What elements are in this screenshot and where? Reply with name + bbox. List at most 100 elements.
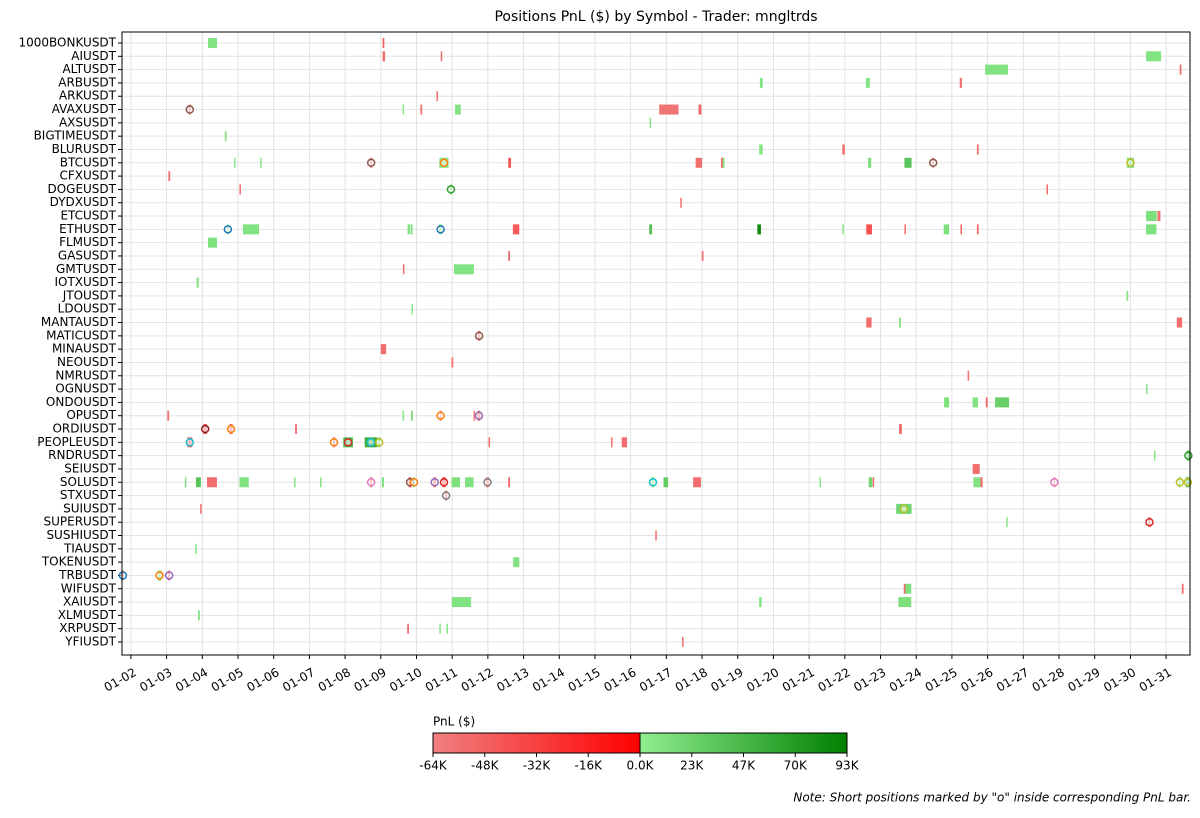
pnl-bar xyxy=(410,224,413,235)
pnl-bar xyxy=(411,304,413,315)
y-tick-label: SUIUSDT xyxy=(63,501,117,515)
colorbar-tick-label: 23K xyxy=(680,759,704,773)
x-tick-label: 01-30 xyxy=(1101,665,1138,695)
x-tick-label: 01-07 xyxy=(280,665,317,695)
pnl-bar xyxy=(976,224,979,235)
pnl-bar xyxy=(899,317,901,328)
pnl-bar xyxy=(980,477,983,488)
y-tick-label: XLMUSDT xyxy=(58,608,117,622)
pnl-bar xyxy=(972,397,978,408)
short-marker xyxy=(118,571,128,580)
short-marker xyxy=(439,478,449,487)
x-tick-label: 01-24 xyxy=(887,665,924,695)
short-marker xyxy=(329,438,339,447)
pnl-bar xyxy=(1157,211,1161,222)
pnl-bar xyxy=(451,357,454,368)
pnl-bar xyxy=(720,157,723,168)
pnl-bar xyxy=(621,437,628,448)
short-marker xyxy=(223,225,233,234)
y-tick-label: MINAUSDT xyxy=(52,342,117,356)
pnl-bar xyxy=(819,477,821,488)
pnl-bar xyxy=(234,157,236,168)
y-tick-label: ALTUSDT xyxy=(62,62,116,76)
colorbar-tick-label: 93K xyxy=(835,759,859,773)
pnl-bar xyxy=(649,117,652,128)
pnl-bar xyxy=(1146,211,1157,222)
colorbar-label: PnL ($) xyxy=(433,715,475,729)
x-tick-label: 01-10 xyxy=(387,665,424,695)
pnl-bar xyxy=(402,410,405,421)
pnl-bar xyxy=(451,597,472,608)
pnl-bar xyxy=(1126,290,1129,301)
pnl-bar xyxy=(1146,51,1162,62)
pnl-bar xyxy=(508,157,512,168)
x-tick-label: 01-28 xyxy=(1030,665,1067,695)
y-tick-label: RNDRUSDT xyxy=(48,448,117,462)
pnl-bar xyxy=(872,477,875,488)
short-marker xyxy=(1184,451,1193,460)
y-tick-label: IOTXUSDT xyxy=(54,275,116,289)
pnl-bar xyxy=(663,477,669,488)
x-tick-label: 01-22 xyxy=(816,665,853,695)
short-marker xyxy=(366,158,376,168)
pnl-bar xyxy=(407,224,411,235)
pnl-bar xyxy=(167,410,170,421)
pnl-bar xyxy=(411,410,413,421)
short-marker xyxy=(446,185,456,194)
pnl-bar xyxy=(866,317,872,328)
y-tick-label: GMTUSDT xyxy=(56,262,117,276)
y-tick-label: SUSHIUSDT xyxy=(46,528,116,542)
pnl-bar xyxy=(759,77,763,88)
pnl-bar xyxy=(682,637,684,647)
colorbar-positive xyxy=(640,733,847,753)
colorbar-tick-label: 0.0K xyxy=(627,759,655,773)
pnl-bar xyxy=(680,197,682,208)
pnl-bar xyxy=(243,224,260,235)
short-marker xyxy=(928,158,938,168)
pnl-bar xyxy=(611,437,613,448)
pnl-bar xyxy=(195,477,201,488)
pnl-bar xyxy=(904,157,912,168)
pnl-bar xyxy=(294,477,296,488)
y-tick-label: JTOUSDT xyxy=(62,288,117,302)
y-tick-label: OGNUSDT xyxy=(55,382,116,396)
short-marker xyxy=(439,158,449,168)
x-tick-label: 01-25 xyxy=(923,665,960,695)
x-tick-label: 01-31 xyxy=(1137,665,1174,695)
colorbar-tick-label: -64K xyxy=(419,759,448,773)
y-tick-label: NMRUSDT xyxy=(55,368,116,382)
x-tick-label: 01-11 xyxy=(423,665,460,695)
pnl-bar xyxy=(701,250,704,261)
pnl-bar xyxy=(198,610,200,621)
pnl-bar xyxy=(868,157,872,168)
y-tick-label: BIGTIMEUSDT xyxy=(34,129,117,143)
x-tick-label: 01-16 xyxy=(601,665,638,695)
pnl-bar xyxy=(698,104,702,115)
short-marker xyxy=(1145,517,1154,527)
pnl-bar xyxy=(960,224,962,235)
pnl-bar xyxy=(436,91,438,102)
y-tick-label: ORDIUSDT xyxy=(52,422,116,436)
x-tick-label: 01-03 xyxy=(137,665,174,695)
pnl-bar xyxy=(295,424,297,435)
short-marker xyxy=(164,571,174,580)
x-tick-label: 01-26 xyxy=(958,665,995,695)
pnl-bar xyxy=(649,224,653,235)
y-tick-label: AIUSDT xyxy=(71,49,116,63)
x-tick-label: 01-17 xyxy=(637,665,674,695)
short-marker xyxy=(474,411,484,420)
pnl-bar xyxy=(985,64,1008,75)
pnl-bar xyxy=(184,477,187,488)
pnl-bar xyxy=(868,477,873,488)
pnl-bar xyxy=(381,477,385,488)
pnl-bar xyxy=(453,264,474,275)
short-marker xyxy=(185,438,195,447)
pnl-bar xyxy=(759,144,763,155)
short-marker xyxy=(343,438,353,447)
pnl-bar xyxy=(513,557,520,568)
pnl-bar xyxy=(944,397,950,408)
y-tick-label: PEOPLEUSDT xyxy=(37,435,116,449)
y-tick-label: XAIUSDT xyxy=(63,595,117,609)
short-marker xyxy=(185,105,195,114)
